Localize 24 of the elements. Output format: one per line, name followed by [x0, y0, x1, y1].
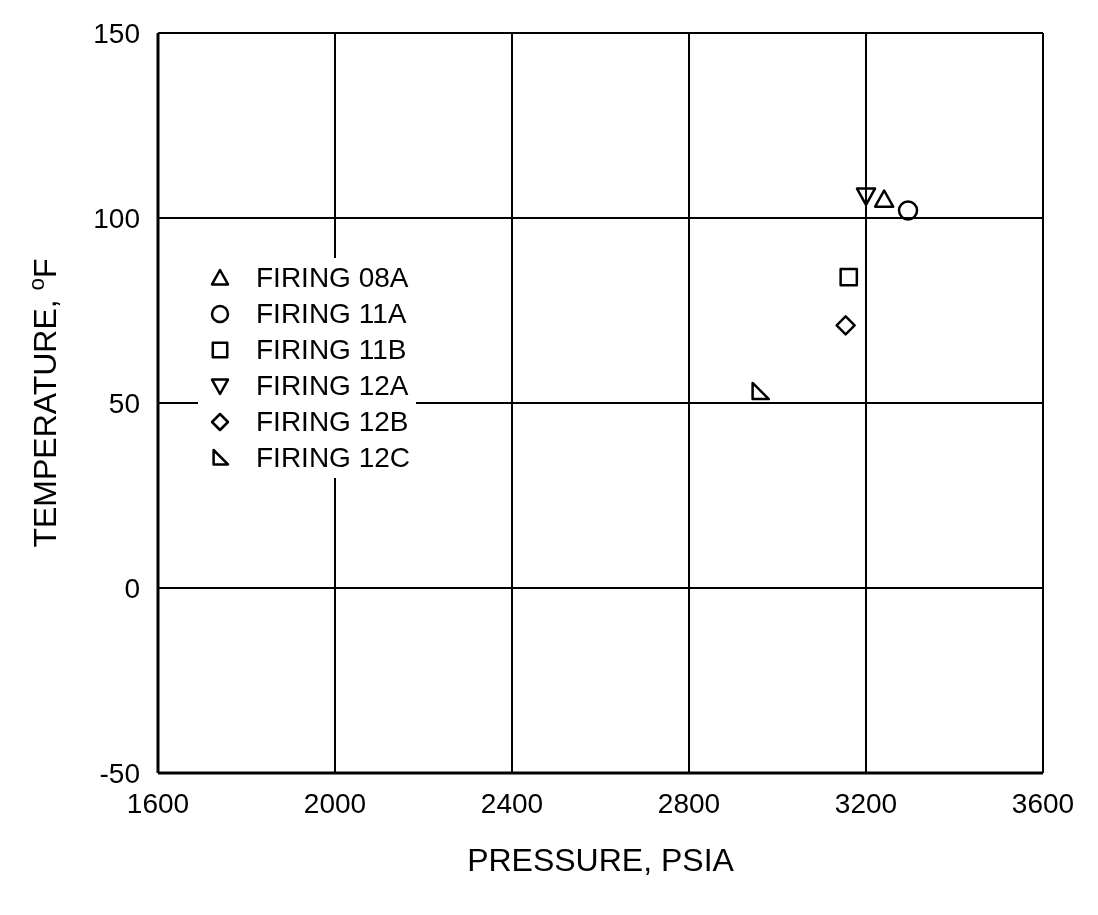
legend-label: FIRING 12B: [256, 405, 409, 439]
x-tick-label: 3200: [834, 787, 898, 819]
y-tick-label: 150: [93, 17, 140, 49]
y-tick-label: 100: [93, 202, 140, 234]
y-tick-label: 50: [108, 387, 140, 419]
y-tick-label: -50: [99, 757, 140, 789]
legend-label: FIRING 12A: [256, 369, 409, 403]
x-tick-label: 2000: [303, 787, 367, 819]
point: [839, 267, 859, 287]
point: [897, 200, 919, 221]
point: [751, 381, 771, 401]
x-tick-label: 2800: [657, 787, 721, 819]
legend-label: FIRING 08A: [256, 261, 409, 295]
point: [873, 189, 895, 208]
legend-label: FIRING 12C: [256, 441, 411, 475]
point: [855, 187, 877, 207]
point: [835, 315, 856, 336]
x-tick-label: 3600: [1011, 787, 1075, 819]
legend-label: FIRING 11A: [256, 297, 407, 331]
x-tick-label: 2400: [480, 787, 544, 819]
y-tick-label: 0: [124, 572, 140, 604]
legend-label: FIRING 11B: [256, 333, 407, 367]
x-axis-title: PRESSURE, PSIA: [467, 842, 735, 878]
x-tick-label: 1600: [126, 787, 190, 819]
